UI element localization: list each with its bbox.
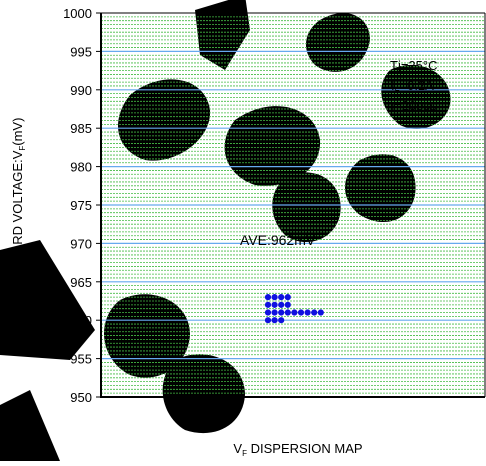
- condition-tj: Tj=25°C: [390, 58, 437, 73]
- y-tick-label: 995: [70, 44, 92, 59]
- data-point: [271, 294, 278, 301]
- condition-if: IF=0.2A: [391, 78, 434, 95]
- data-dots: [264, 294, 324, 324]
- y-axis-title: FORWARD VOLTAGE:VF(mV): [10, 118, 27, 293]
- data-point: [271, 301, 278, 308]
- data-point: [271, 317, 278, 324]
- data-point: [297, 309, 305, 316]
- y-tick-label: 965: [70, 275, 92, 290]
- data-point: [304, 309, 311, 316]
- data-point: [264, 309, 272, 316]
- y-tick-label: 975: [70, 198, 92, 213]
- conditions-box: Tj=25°C IF=0.2A n=20pcs: [387, 58, 437, 113]
- data-point: [317, 309, 324, 316]
- y-tick-label: 955: [70, 352, 92, 367]
- grid-lines: [101, 16, 485, 394]
- data-point: [291, 309, 298, 316]
- data-point: [278, 309, 285, 316]
- y-tick-label: 970: [70, 236, 92, 251]
- data-point: [264, 317, 272, 324]
- x-axis-title: VF DISPERSION MAP: [233, 441, 362, 458]
- data-point: [264, 301, 272, 308]
- watermark-graphic: [0, 0, 451, 461]
- y-tick-label: 1000: [63, 6, 92, 21]
- data-point: [278, 301, 285, 308]
- condition-n: n=20pcs: [387, 98, 437, 113]
- data-point: [284, 309, 291, 316]
- data-point: [264, 294, 272, 301]
- data-point: [278, 294, 285, 301]
- y-tick-label: 960: [70, 313, 92, 328]
- y-tick-label: 980: [70, 160, 92, 175]
- ave-annotation: AVE:962mV: [240, 232, 316, 248]
- data-point: [284, 301, 291, 308]
- y-tick-labels: 1000 995 990 985 980 975 970 965 960 955 950: [63, 6, 101, 405]
- y-tick-label: 950: [70, 390, 92, 405]
- y-tick-label: 985: [70, 121, 92, 136]
- data-point: [271, 309, 278, 316]
- y-tick-label: 990: [70, 83, 92, 98]
- data-point: [284, 294, 291, 301]
- data-point: [278, 317, 285, 324]
- data-point: [311, 309, 318, 316]
